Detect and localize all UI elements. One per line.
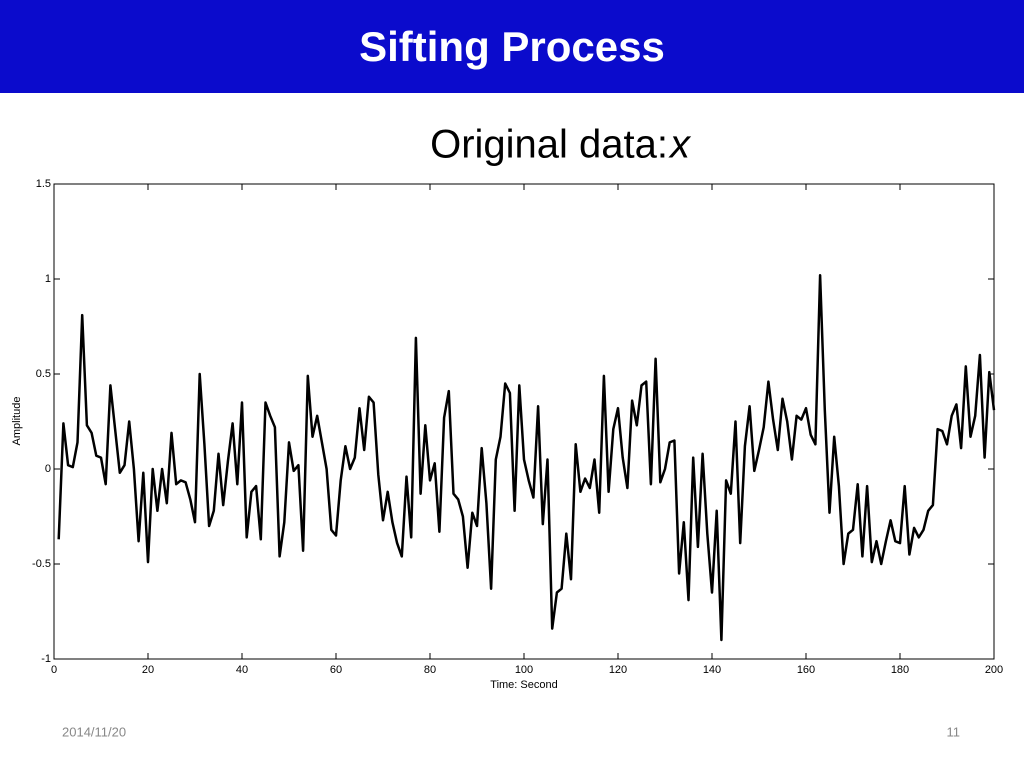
slide-title: Sifting Process: [359, 23, 665, 70]
x-axis-label: Time: Second: [490, 679, 557, 691]
x-tick-label: 200: [985, 664, 1003, 676]
x-tick-label: 160: [797, 664, 815, 676]
chart-title: Original data:: [430, 123, 668, 167]
x-tick-label: 20: [142, 664, 154, 676]
x-tick-label: 40: [236, 664, 248, 676]
data-line: [57, 273, 996, 642]
y-tick-label: 1: [45, 273, 51, 285]
y-tick-label: 0: [45, 463, 51, 475]
y-tick-label: -0.5: [32, 558, 51, 570]
x-tick-label: 100: [515, 664, 533, 676]
plot-frame: [53, 183, 995, 660]
header-bar: [0, 0, 1024, 93]
x-tick-label: 140: [703, 664, 721, 676]
y-tick-label: 0.5: [36, 368, 51, 380]
x-tick-label: 120: [609, 664, 627, 676]
x-tick-label: 60: [330, 664, 342, 676]
footer-page: 11: [947, 724, 961, 739]
y-tick-label: 1.5: [36, 178, 51, 190]
x-tick-label: 0: [51, 664, 57, 676]
y-tick-label: -1: [41, 653, 51, 665]
x-tick-label: 80: [424, 664, 436, 676]
chart-title-variable: x: [668, 123, 692, 167]
footer-date: 2014/11/20: [62, 724, 126, 739]
x-tick-label: 180: [891, 664, 909, 676]
y-axis-label: Amplitude: [11, 397, 23, 446]
